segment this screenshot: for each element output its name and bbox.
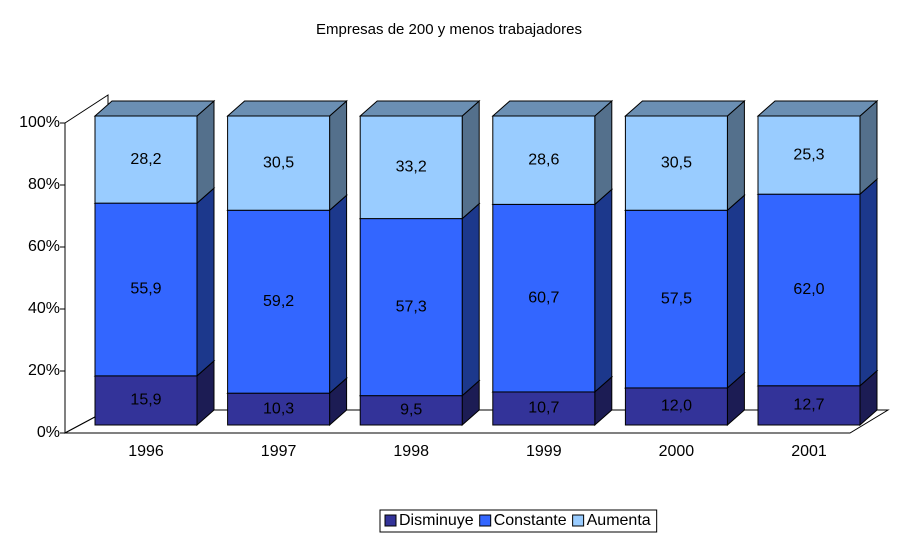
bar-top (226, 100, 348, 117)
x-tick-label: 1999 (526, 443, 562, 460)
x-tick-label: 2001 (791, 443, 827, 460)
bar-top (93, 100, 216, 117)
bar (94, 375, 198, 426)
bar (757, 385, 861, 426)
bar-top (491, 100, 614, 117)
legend-label: Disminuye (399, 512, 474, 529)
bar-side (594, 188, 613, 394)
chart-title: Empresas de 200 y menos trabajadores (316, 21, 582, 38)
bar-side (461, 202, 480, 397)
bar (94, 202, 198, 377)
bar (227, 115, 331, 211)
bar-side (329, 194, 348, 395)
data-label: 60,7 (528, 289, 559, 306)
bar-side (594, 99, 613, 206)
bar (359, 395, 463, 426)
data-label: 57,5 (661, 290, 692, 307)
data-label: 59,2 (263, 293, 294, 310)
y-tick-label: 100% (19, 114, 60, 131)
y-tick-label: 40% (28, 300, 60, 317)
legend-label: Constante (494, 512, 567, 529)
bar-side (329, 99, 348, 212)
x-tick-label: 1996 (128, 443, 164, 460)
bar (359, 218, 463, 397)
y-tick-label: 80% (28, 176, 60, 193)
data-label: 25,3 (793, 146, 824, 163)
bar (492, 391, 596, 426)
bar-side (461, 99, 480, 220)
data-label: 55,9 (130, 281, 161, 298)
bar-top (756, 100, 879, 117)
data-label: 10,3 (263, 400, 294, 417)
bar-side (726, 99, 745, 212)
data-label: 12,7 (793, 397, 824, 414)
x-tick-label: 2000 (659, 443, 695, 460)
data-label: 30,5 (661, 154, 692, 171)
y-tick-label: 0% (37, 424, 60, 441)
data-label: 12,0 (661, 398, 692, 415)
bar-side (196, 187, 215, 377)
y-tick-label: 20% (28, 362, 60, 379)
bar (624, 209, 728, 389)
bar-side (726, 194, 745, 390)
bar (624, 115, 728, 211)
data-label: 9,5 (400, 402, 422, 419)
data-label: 15,9 (130, 392, 161, 409)
data-label: 33,2 (396, 159, 427, 176)
data-label: 30,5 (263, 154, 294, 171)
data-label: 57,3 (396, 298, 427, 315)
y-tick-label: 60% (28, 238, 60, 255)
x-tick-label: 1998 (393, 443, 429, 460)
bar (492, 203, 596, 393)
bar (227, 209, 331, 394)
bar (757, 193, 861, 387)
legend-swatch (384, 514, 397, 527)
bar-side (859, 99, 878, 196)
data-label: 62,0 (793, 281, 824, 298)
bar-top (358, 100, 481, 117)
bar (94, 115, 198, 204)
data-label: 28,6 (528, 151, 559, 168)
bar (624, 387, 728, 426)
bar-top (624, 100, 746, 117)
bar-side (859, 178, 878, 387)
bar (492, 115, 596, 205)
data-label: 28,2 (130, 151, 161, 168)
x-tick-label: 1997 (261, 443, 297, 460)
legend-box (379, 509, 658, 533)
legend-swatch (479, 514, 492, 527)
bar-side (196, 99, 215, 205)
bar (757, 115, 861, 195)
bar (227, 392, 331, 426)
bar (359, 115, 463, 220)
legend-label: Aumenta (587, 512, 651, 529)
data-label: 10,7 (528, 400, 559, 417)
legend-swatch (572, 514, 585, 527)
